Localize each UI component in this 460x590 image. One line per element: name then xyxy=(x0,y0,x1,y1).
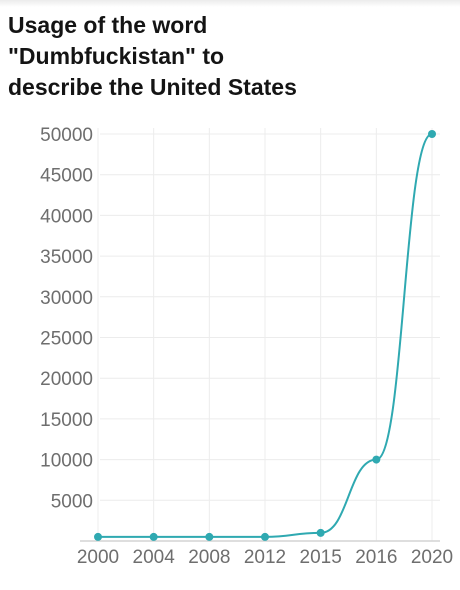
x-tick-label: 2008 xyxy=(188,547,230,568)
x-tick-label: 2015 xyxy=(300,547,342,568)
data-point xyxy=(205,532,214,541)
data-point xyxy=(261,532,269,541)
y-tick-label: 45000 xyxy=(40,166,93,187)
data-point xyxy=(94,532,102,541)
data-point xyxy=(149,532,158,541)
y-tick-label: 15000 xyxy=(40,410,93,431)
y-tick-label: 25000 xyxy=(40,329,93,350)
x-tick-label: 2000 xyxy=(77,547,119,568)
y-tick-label: 5000 xyxy=(51,491,93,512)
data-point xyxy=(428,130,436,138)
y-tick-label: 35000 xyxy=(40,247,93,268)
y-axis: 5000 10000 15000 20000 25000 30000 35000 40000 4… xyxy=(40,125,93,512)
data-point xyxy=(316,528,325,537)
x-tick-label: 2020 xyxy=(411,547,453,568)
x-tick-label: 2012 xyxy=(244,547,286,568)
series-group xyxy=(94,130,436,541)
y-tick-label: 30000 xyxy=(40,288,93,309)
y-tick-label: 40000 xyxy=(40,206,93,227)
chart-title: Usage of the word "Dumbfuckistan" to des… xyxy=(8,12,297,100)
x-axis: 2000 2004 2008 2012 2015 2016 2020 xyxy=(77,540,453,568)
x-tick-label: 2016 xyxy=(355,547,397,568)
y-tick-label: 50000 xyxy=(40,125,93,146)
grid-lines xyxy=(97,128,440,541)
y-tick-label: 20000 xyxy=(40,369,93,390)
data-point xyxy=(372,455,381,464)
series-line xyxy=(97,133,433,538)
y-tick-label: 10000 xyxy=(40,451,93,472)
top-shadow xyxy=(0,0,460,7)
x-tick-label: 2004 xyxy=(133,547,176,568)
